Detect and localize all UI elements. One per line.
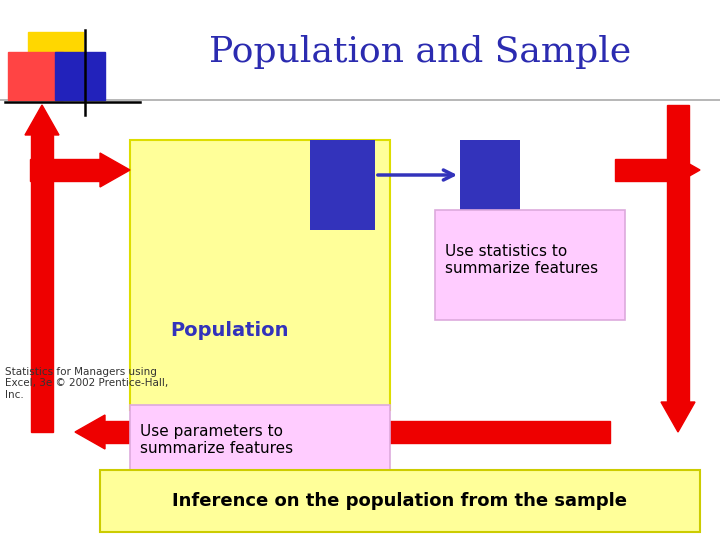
- Bar: [460, 140, 520, 210]
- Text: Inference on the population from the sample: Inference on the population from the sam…: [173, 492, 628, 510]
- Polygon shape: [75, 415, 105, 449]
- Polygon shape: [615, 159, 670, 181]
- Bar: [130, 140, 390, 410]
- Polygon shape: [25, 105, 59, 135]
- Bar: [310, 140, 375, 230]
- Bar: [435, 210, 625, 320]
- Polygon shape: [31, 135, 53, 432]
- Bar: [8, 52, 63, 100]
- Polygon shape: [661, 402, 695, 432]
- Polygon shape: [105, 421, 610, 443]
- Text: Use statistics to
summarize features: Use statistics to summarize features: [445, 244, 598, 276]
- Bar: [100, 470, 700, 532]
- Bar: [28, 32, 83, 80]
- Text: Population and Sample: Population and Sample: [209, 35, 631, 69]
- Polygon shape: [667, 105, 689, 402]
- Polygon shape: [100, 153, 130, 187]
- Bar: [55, 52, 105, 100]
- Polygon shape: [670, 153, 700, 187]
- Polygon shape: [30, 159, 100, 181]
- Bar: [130, 405, 390, 485]
- Text: Use parameters to
summarize features: Use parameters to summarize features: [140, 424, 293, 456]
- Text: Statistics for Managers using
Excel, 3e © 2002 Prentice-Hall,
Inc.: Statistics for Managers using Excel, 3e …: [5, 367, 168, 400]
- Text: Sample: Sample: [449, 220, 531, 240]
- Text: Population: Population: [171, 321, 289, 340]
